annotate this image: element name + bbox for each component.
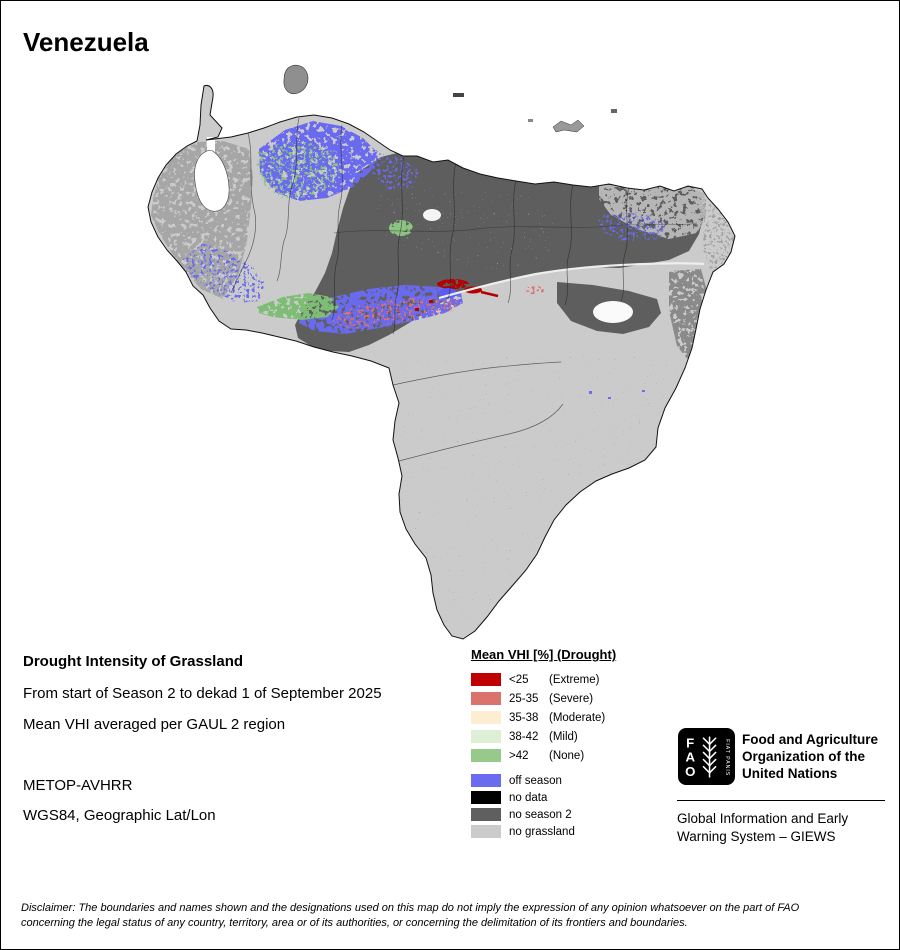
giews-divider xyxy=(677,800,885,801)
giews-name-line: Warning System – GIEWS xyxy=(677,829,836,844)
fao-name-line: Food and Agriculture xyxy=(742,732,878,747)
legend-row-moderate: 35-38 (Moderate) xyxy=(471,708,616,727)
map-projection-line: WGS84, Geographic Lat/Lon xyxy=(23,807,216,824)
legend-range: 38-42 xyxy=(509,730,539,743)
legend-row-off-season: off season xyxy=(471,772,616,789)
legend-range: <25 xyxy=(509,673,529,686)
fao-name-line: United Nations xyxy=(742,766,838,781)
legend-range: 25-35 xyxy=(509,692,539,705)
legend-range: 35-38 xyxy=(509,711,539,724)
fao-letter-o: O xyxy=(685,764,695,779)
fao-motto: FIAT PANIS xyxy=(724,739,730,776)
legend-class-name: (Severe) xyxy=(549,692,594,705)
legend-class-name: (Mild) xyxy=(549,730,578,743)
legend-row-no-data: no data xyxy=(471,789,616,806)
legend-row-no-grassland: no grassland xyxy=(471,823,616,840)
disclaimer-line: concerning the legal status of any count… xyxy=(21,916,688,929)
legend-row-extreme: <25 (Extreme) xyxy=(471,670,616,689)
fao-name-line: Organization of the xyxy=(742,749,865,764)
legend-class-name: no data xyxy=(509,791,548,804)
legend-range: >42 xyxy=(509,749,529,762)
map-sensor-line: METOP-AVHRR xyxy=(23,777,133,794)
legend-row-severe: 25-35 (Severe) xyxy=(471,689,616,708)
legend-class-name: (Extreme) xyxy=(549,673,600,686)
legend-swatch-no-season2 xyxy=(471,808,501,821)
legend-swatch-mild xyxy=(471,730,501,743)
legend-group-other: off season no data no season 2 no grassl… xyxy=(471,772,616,840)
legend-row-mild: 38-42 (Mild) xyxy=(471,727,616,746)
legend-class-name: off season xyxy=(509,774,562,787)
map-period-line: From start of Season 2 to dekad 1 of Sep… xyxy=(23,685,382,702)
legend-class-name: no season 2 xyxy=(509,808,572,821)
disclaimer-text: Disclaimer: The boundaries and names sho… xyxy=(21,901,891,930)
page-title: Venezuela xyxy=(23,27,149,57)
legend-class-name: (None) xyxy=(549,749,585,762)
legend-swatch-no-grassland xyxy=(471,825,501,838)
legend-swatch-none xyxy=(471,749,501,762)
legend-row-none: >42 (None) xyxy=(471,746,616,765)
legend: Mean VHI [%] (Drought) <25 (Extreme) 25-… xyxy=(471,647,616,840)
legend-class-name: no grassland xyxy=(509,825,575,838)
legend-row-no-season2: no season 2 xyxy=(471,806,616,823)
legend-swatch-off-season xyxy=(471,774,501,787)
legend-swatch-no-data xyxy=(471,791,501,804)
disclaimer-line: Disclaimer: The boundaries and names sho… xyxy=(21,902,800,914)
wheat-ear-icon xyxy=(702,736,717,778)
legend-swatch-severe xyxy=(471,692,501,705)
fao-name: Food and Agriculture Organization of the… xyxy=(742,731,878,782)
map-aggregation-line: Mean VHI averaged per GAUL 2 region xyxy=(23,716,286,733)
fao-logo: F A O FIAT PANIS xyxy=(678,728,735,785)
legend-title: Mean VHI [%] (Drought) xyxy=(471,647,617,662)
legend-swatch-extreme xyxy=(471,673,501,686)
giews-name-line: Global Information and Early xyxy=(677,811,849,826)
legend-swatch-moderate xyxy=(471,711,501,724)
map-subject-heading: Drought Intensity of Grassland xyxy=(23,653,244,670)
fao-letter-a: A xyxy=(685,750,695,765)
fao-letter-f: F xyxy=(686,735,694,750)
giews-name: Global Information and Early Warning Sys… xyxy=(677,810,848,846)
legend-class-name: (Moderate) xyxy=(549,711,606,724)
